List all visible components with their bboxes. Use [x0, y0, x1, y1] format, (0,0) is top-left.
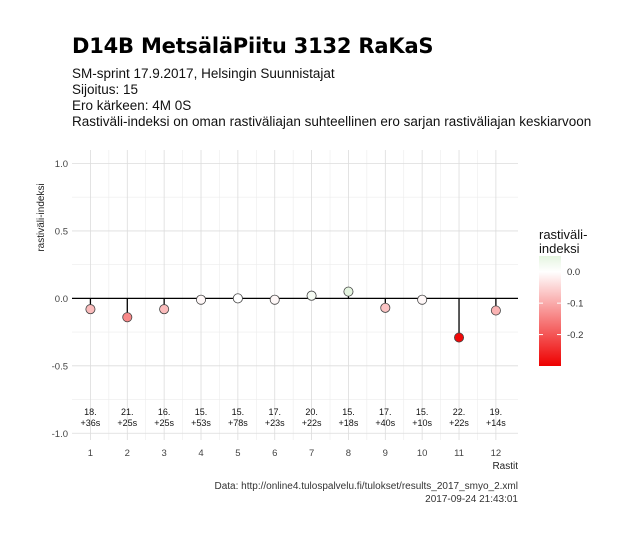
chart-subtitle-gap: Ero kärkeen: 4M 0S	[72, 98, 192, 113]
x-tick-label: 6	[272, 448, 277, 459]
x-tick-label: 10	[417, 448, 428, 459]
data-point	[196, 294, 207, 305]
chart-subtitle-description: Rastiväli-indeksi on oman rastiväliajan …	[72, 114, 592, 129]
data-label-time: +40s	[375, 418, 395, 428]
data-point	[159, 304, 170, 315]
legend-colorbar	[539, 256, 561, 366]
data-label-time: +36s	[81, 418, 101, 428]
x-tick-label: 3	[162, 448, 167, 459]
y-axis-title: rastiväli-indeksi	[36, 183, 47, 251]
legend-tick-label: -0.2	[567, 330, 583, 341]
source-caption: Data: http://online4.tulospalvelu.fi/tul…	[214, 481, 518, 492]
data-point	[232, 293, 243, 304]
data-label-position: 15.	[195, 407, 208, 417]
data-label-position: 19.	[490, 407, 503, 417]
y-tick-label: 0.5	[55, 226, 68, 237]
data-label-position: 15.	[416, 407, 429, 417]
x-tick-label: 12	[491, 448, 502, 459]
data-label-position: 20.	[305, 407, 318, 417]
data-label-position: 17.	[268, 407, 281, 417]
x-tick-label: 9	[383, 448, 388, 459]
data-point	[85, 304, 96, 315]
data-label-time: +18s	[339, 418, 359, 428]
data-label-time: +23s	[265, 418, 285, 428]
legend-tick-label: -0.1	[567, 299, 583, 310]
x-tick-label: 4	[198, 448, 203, 459]
chart-subtitle-position: Sijoitus: 15	[72, 82, 139, 97]
data-label-position: 18.	[84, 407, 97, 417]
chart-subtitle-event: SM-sprint 17.9.2017, Helsingin Suunnista…	[72, 66, 335, 81]
data-label-time: +10s	[412, 418, 432, 428]
x-tick-label: 11	[454, 448, 464, 459]
x-tick-label: 7	[309, 448, 314, 459]
data-label-time: +25s	[117, 418, 137, 428]
y-tick-label: -1.0	[52, 429, 68, 440]
legend-tick-label: 0.0	[567, 267, 580, 278]
legend-title-line1: rastiväli-	[539, 227, 587, 242]
x-tick-label: 5	[235, 448, 240, 459]
timestamp-caption: 2017-09-24 21:43:01	[425, 494, 518, 505]
data-point	[417, 294, 428, 305]
data-label-position: 17.	[379, 407, 392, 417]
data-label-time: +14s	[486, 418, 506, 428]
data-point	[454, 332, 465, 343]
chart-title: D14B MetsäläPiitu 3132 RaKaS	[72, 34, 434, 58]
data-label-time: +78s	[228, 418, 248, 428]
x-tick-label: 2	[125, 448, 130, 459]
legend-title-line2: indeksi	[539, 241, 580, 256]
data-label-position: 16.	[158, 407, 171, 417]
data-label-time: +22s	[449, 418, 469, 428]
data-point	[490, 305, 501, 316]
data-label-position: 21.	[121, 407, 134, 417]
data-point	[269, 294, 280, 305]
data-label-time: +25s	[154, 418, 174, 428]
data-point	[380, 302, 391, 313]
y-tick-label: 1.0	[55, 159, 68, 170]
x-axis-title: Rastit	[492, 461, 518, 472]
data-point	[122, 312, 133, 323]
x-tick-label: 1	[88, 448, 93, 459]
data-label-position: 15.	[232, 407, 245, 417]
data-label-time: +22s	[302, 418, 322, 428]
y-tick-label: 0.0	[55, 294, 68, 305]
data-point	[306, 290, 317, 301]
data-label-time: +53s	[191, 418, 211, 428]
data-label-position: 15.	[342, 407, 355, 417]
y-tick-label: -0.5	[52, 361, 68, 372]
x-tick-label: 8	[346, 448, 351, 459]
data-point	[343, 286, 354, 297]
data-label-position: 22.	[453, 407, 466, 417]
